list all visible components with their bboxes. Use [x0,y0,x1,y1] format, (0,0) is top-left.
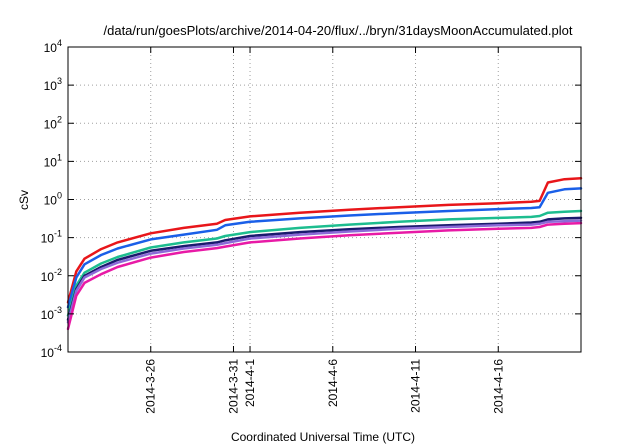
y-tick-label: 10-3 [41,305,62,322]
y-tick-label: 10-4 [41,343,62,360]
series-line-6 [66,221,583,331]
y-tick-label: 100 [44,191,62,208]
x-tick-label: 2014-3-26 [144,359,158,414]
x-tick-label: 2014-4-6 [326,359,340,407]
y-tick-label: 10-1 [41,229,62,246]
x-tick-label: 2014-3-31 [226,359,240,414]
series-lines [66,177,583,331]
x-axis: 2014-3-26 2014-3-31 2014-4-1 2014-4-6 2014-4… [144,47,505,414]
y-tick-label: 104 [44,38,62,55]
y-axis-label: cSv [17,190,31,210]
y-tick-label: 101 [44,152,62,169]
chart-title: /data/run/goesPlots/archive/2014-04-20/f… [104,23,573,38]
y-axis: 10-4 10-3 10-2 10-1 100 101 102 103 104 [41,38,581,360]
series-line-5 [66,219,583,324]
y-tick-label: 10-2 [41,267,62,284]
x-tick-label: 2014-4-16 [491,359,505,414]
x-axis-label: Coordinated Universal Time (UTC) [231,430,415,444]
series-line-3 [66,209,583,317]
x-tick-label: 2014-4-1 [243,359,257,407]
x-tick-label: 2014-4-11 [409,359,423,413]
series-line-1 [66,177,583,304]
y-tick-label: 103 [44,76,62,93]
grid [68,47,581,352]
series-line-4 [66,216,583,322]
series-line-2 [66,187,583,309]
y-tick-label: 102 [44,114,62,131]
